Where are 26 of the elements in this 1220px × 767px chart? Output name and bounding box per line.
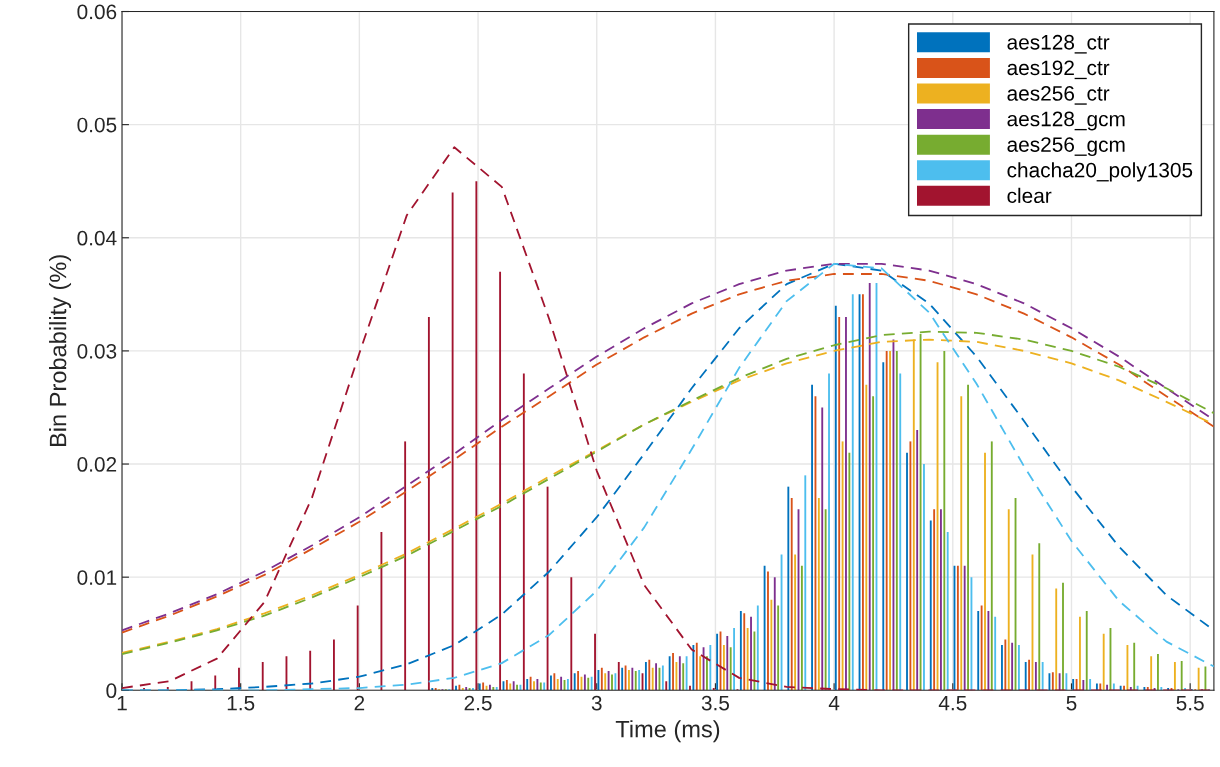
x-tick-label: 3.5 (701, 695, 730, 711)
y-tick-label: 0.02 (77, 457, 117, 472)
y-tick-label: 0.03 (77, 343, 117, 359)
legend-label: aes192_ctr (1007, 60, 1110, 80)
legend-label: aes128_gcm (1007, 111, 1125, 131)
legend-label: chacha20_poly1305 (1007, 162, 1193, 182)
y-tick-label: 0.01 (77, 570, 117, 585)
y-tick-label: 0.06 (77, 4, 117, 20)
x-tick-label: 3 (591, 695, 602, 711)
legend-label: aes256_ctr (1007, 86, 1110, 105)
x-tick-label: 4.5 (938, 695, 967, 711)
x-tick-label: 5 (1066, 695, 1077, 711)
x-tick-label: 5.5 (1176, 695, 1204, 711)
x-tick-label: 1 (117, 695, 127, 711)
x-tick-label: 4 (828, 695, 840, 711)
legend-label: aes256_gcm (1007, 137, 1125, 157)
y-tick-label: 0.05 (77, 117, 117, 133)
x-tick-label: 1.5 (227, 695, 255, 711)
x-axis-title: Time (ms) (615, 720, 720, 743)
legend-label: aes128_ctr (1007, 34, 1110, 54)
x-tick-label: 2.5 (464, 695, 492, 711)
x-tick-label: 2 (354, 695, 365, 711)
legend-label: clear (1007, 187, 1052, 204)
y-tick-label: 0.04 (77, 230, 117, 246)
y-tick-label: 0 (106, 683, 117, 699)
y-axis-title: Bin Probability (%) (49, 255, 72, 447)
